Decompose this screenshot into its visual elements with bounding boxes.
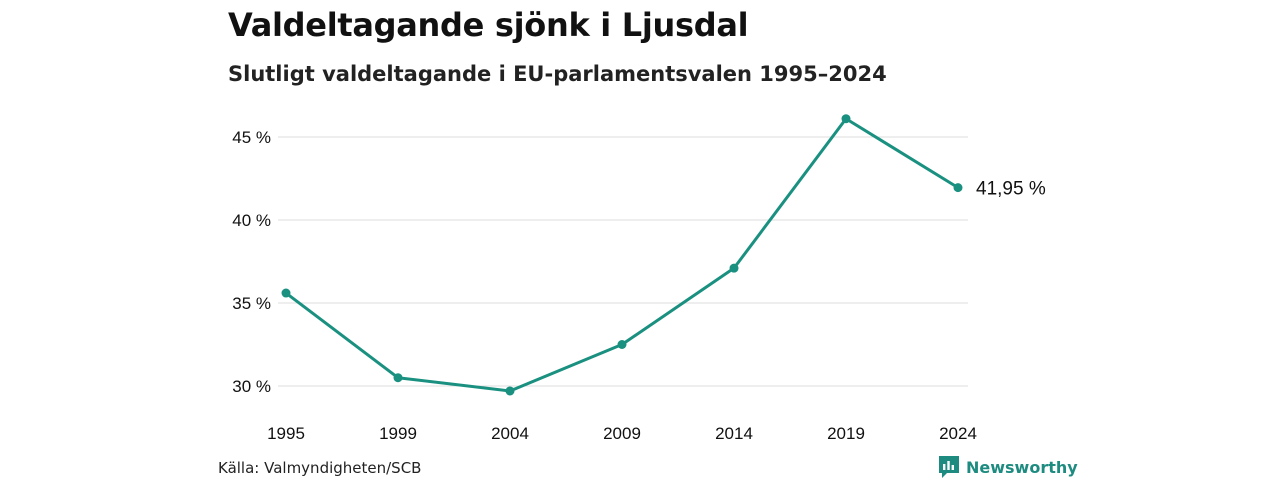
- data-point: [841, 114, 851, 124]
- end-value-label: 41,95 %: [976, 179, 1046, 200]
- x-tick-label: 2009: [603, 424, 641, 443]
- x-tick-label: 1999: [379, 424, 417, 443]
- brand-logo: Newsworthy: [938, 455, 1078, 479]
- data-point: [953, 183, 963, 193]
- chart-title: Valdeltagande sjönk i Ljusdal: [228, 6, 749, 44]
- y-tick-label: 45 %: [232, 128, 271, 147]
- newsworthy-logo-icon: [939, 456, 959, 478]
- series-line: [284, 117, 960, 393]
- x-tick-label: 2019: [827, 424, 865, 443]
- data-point: [505, 386, 515, 396]
- data-point: [393, 373, 403, 383]
- data-point: [281, 288, 291, 298]
- y-tick-label: 35 %: [232, 294, 271, 313]
- y-tick-label: 30 %: [232, 377, 271, 396]
- y-tick-label: 40 %: [232, 211, 271, 230]
- brand-name: Newsworthy: [966, 457, 1078, 477]
- x-tick-label: 2014: [715, 424, 753, 443]
- data-point: [729, 263, 739, 273]
- data-point: [617, 340, 627, 349]
- chart-subtitle: Slutligt valdeltagande i EU-parlamentsva…: [228, 62, 887, 86]
- x-tick-label: 1995: [267, 424, 305, 443]
- x-tick-label: 2024: [939, 424, 977, 443]
- x-tick-label: 2004: [491, 424, 529, 443]
- source-note: Källa: Valmyndigheten/SCB: [218, 459, 422, 477]
